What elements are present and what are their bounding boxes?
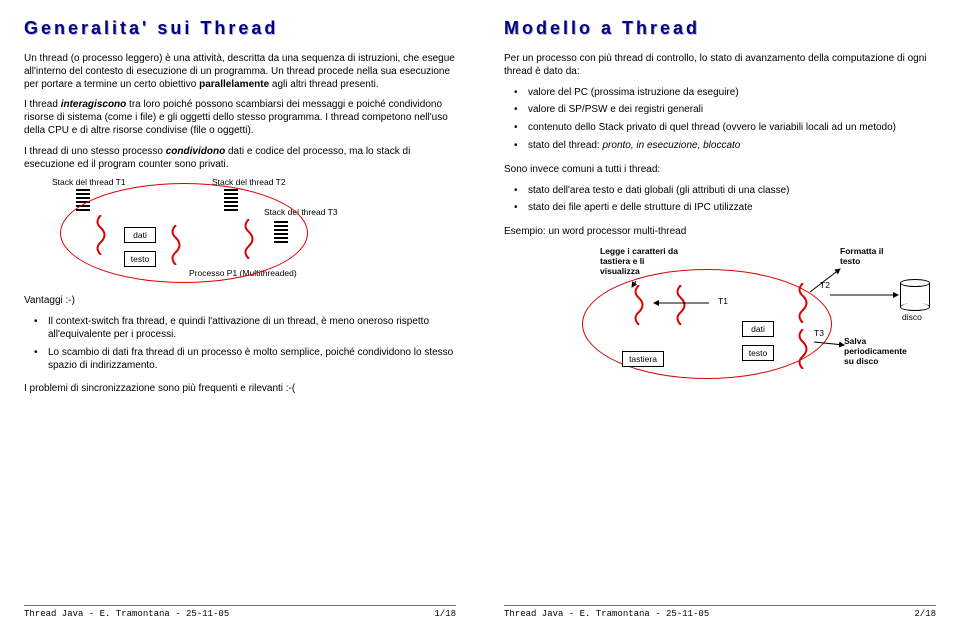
para1-c: agli altri thread presenti. <box>269 79 379 90</box>
thread-state-list: valore del PC (prossima istruzione da es… <box>518 87 936 158</box>
para2-bold: interagiscono <box>61 99 127 110</box>
list-item: valore di SP/PSW e dei registri generali <box>518 104 936 117</box>
left-para-3: I thread di uno stesso processo condivid… <box>24 146 456 172</box>
footer-text: Thread Java - E. Tramontana - 25-11-05 <box>504 609 709 619</box>
left-para-2: I thread interagiscono tra loro poiché p… <box>24 99 456 137</box>
disco-label: disco <box>902 313 922 323</box>
left-footer: Thread Java - E. Tramontana - 25-11-05 1… <box>24 605 456 619</box>
t1-label: T1 <box>718 297 728 307</box>
right-para-1: Per un processo con più thread di contro… <box>504 53 936 79</box>
list-item: Il context-switch fra thread, e quindi l… <box>38 316 456 342</box>
testo-box: testo <box>742 345 774 361</box>
footer-text: Thread Java - E. Tramontana - 25-11-05 <box>24 609 229 619</box>
stack-label-t1: Stack del thread T1 <box>52 177 126 187</box>
left-para-1: Un thread (o processo leggero) è una att… <box>24 53 456 91</box>
right-para-2: Sono invece comuni a tutti i thread: <box>504 164 936 177</box>
thread-wave-icon <box>796 329 810 369</box>
process-circle-icon <box>582 269 832 379</box>
list-item: stato dell'area testo e dati globali (gl… <box>518 185 936 198</box>
footer-page: 2/18 <box>914 609 936 619</box>
para3-a: I thread di uno stesso processo <box>24 146 166 157</box>
thread-wave-icon <box>674 285 688 325</box>
process-circle-icon <box>60 183 308 283</box>
problems-para: I problemi di sincronizzazione sono più … <box>24 383 456 396</box>
list-item: stato dei file aperti e delle strutture … <box>518 202 936 215</box>
advantages-list: Il context-switch fra thread, e quindi l… <box>38 316 456 377</box>
common-list: stato dell'area testo e dati globali (gl… <box>518 185 936 221</box>
thread-wave-icon <box>796 283 810 323</box>
list-item: stato del thread: pronto, in esecuzione,… <box>518 140 936 153</box>
footer-page: 1/18 <box>434 609 456 619</box>
t2-label: T2 <box>820 281 830 291</box>
dati-box: dati <box>742 321 774 337</box>
right-diagram: Legge i caratteri da tastiera e li visua… <box>504 247 936 392</box>
vantaggi-label: Vantaggi :-) <box>24 295 456 308</box>
right-page: Modello a Thread Per un processo con più… <box>480 0 960 627</box>
right-title: Modello a Thread <box>504 18 936 39</box>
b4-a: stato del thread: <box>528 140 603 151</box>
para2-a: I thread <box>24 99 61 110</box>
left-page: Generalita' sui Thread Un thread (o proc… <box>0 0 480 627</box>
list-item: Lo scambio di dati fra thread di un proc… <box>38 347 456 373</box>
right-footer: Thread Java - E. Tramontana - 25-11-05 2… <box>504 605 936 619</box>
example-para: Esempio: un word processor multi-thread <box>504 226 936 239</box>
para1-bold: parallelamente <box>199 79 269 90</box>
b4-italic: pronto, in esecuzione, bloccato <box>603 140 741 151</box>
list-item: valore del PC (prossima istruzione da es… <box>518 87 936 100</box>
disco-icon <box>900 279 930 311</box>
list-item: contenuto dello Stack privato di quel th… <box>518 122 936 135</box>
thread-wave-icon <box>632 285 646 325</box>
tastiera-box: tastiera <box>622 351 664 367</box>
left-title: Generalita' sui Thread <box>24 18 456 39</box>
formatta-label: Formatta il testo <box>840 247 890 267</box>
left-diagram: Stack del thread T1 Stack del thread T2 … <box>24 179 456 289</box>
salva-label: Salva periodicamente su disco <box>844 337 914 366</box>
para3-bold: condividono <box>166 146 225 157</box>
t3-label: T3 <box>814 329 824 339</box>
